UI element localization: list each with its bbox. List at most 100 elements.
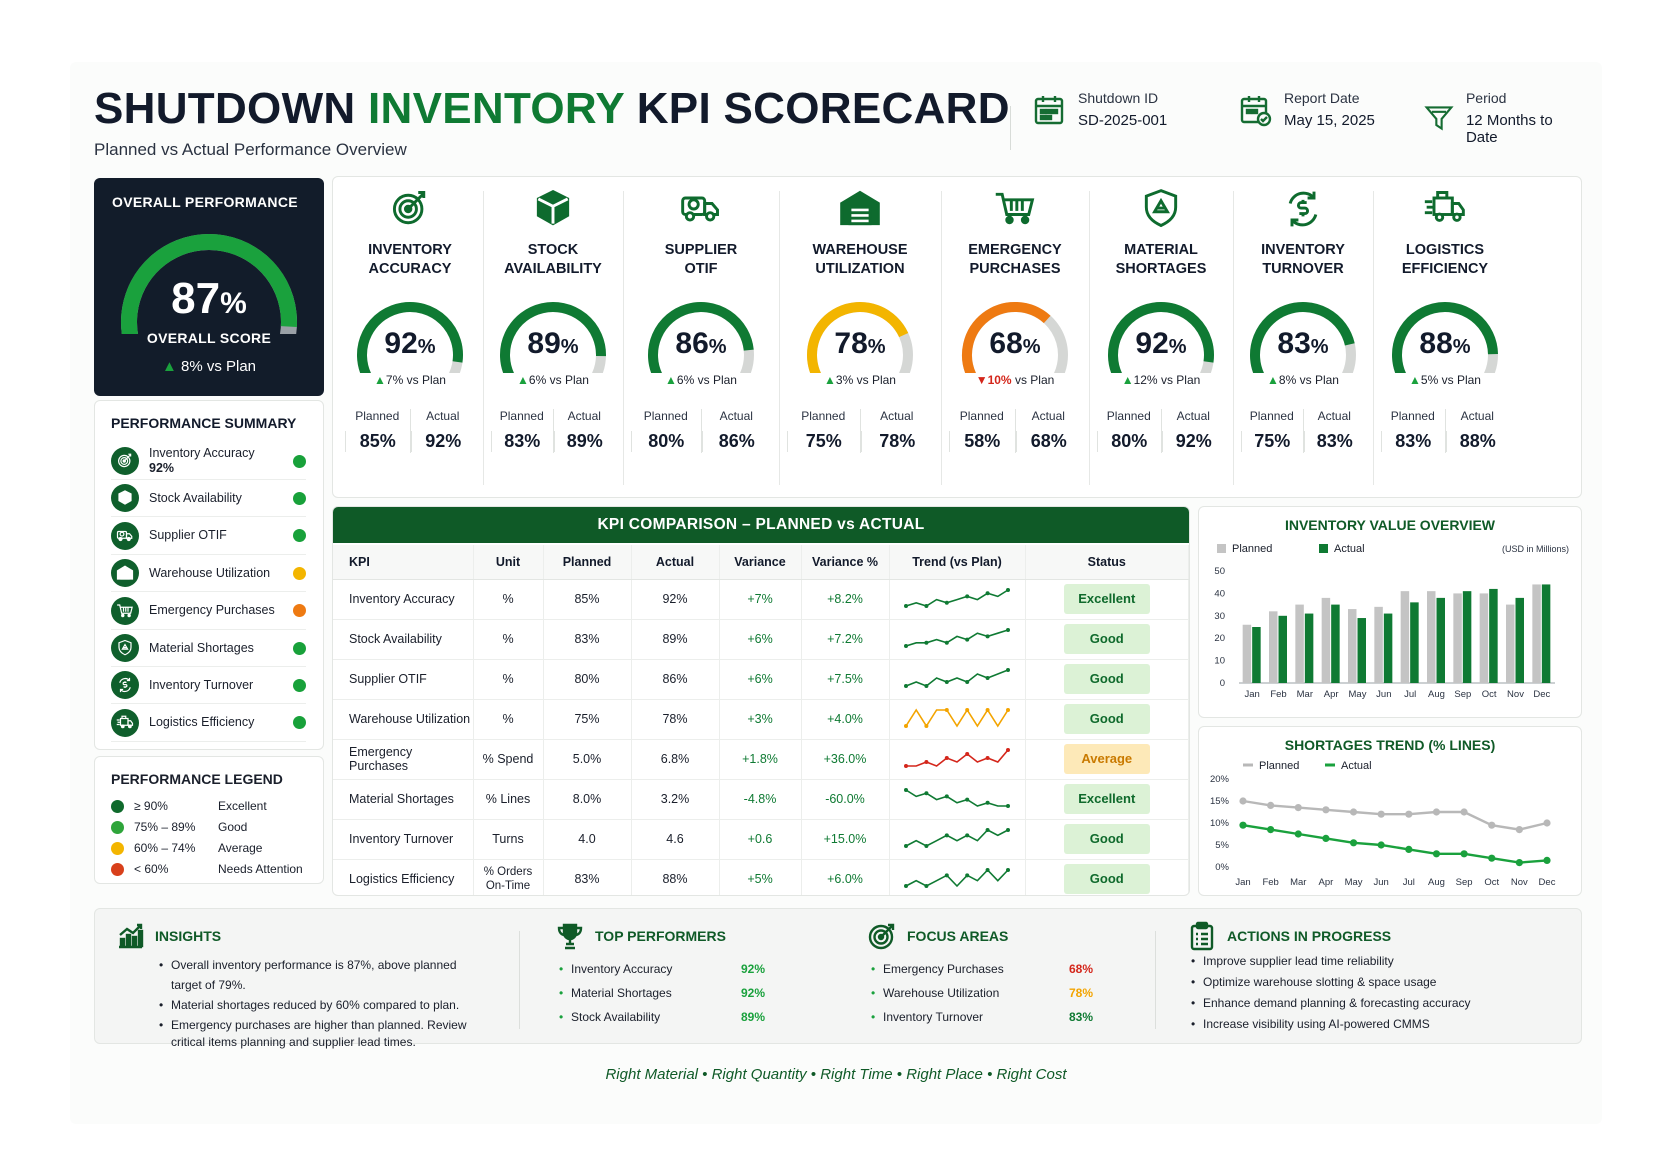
- kpi-vs-plan: ▲3% vs Plan: [779, 373, 941, 387]
- bar-planned: [1348, 609, 1357, 683]
- delivery-icon: [116, 715, 134, 729]
- meta-report-date: Report Date May 15, 2025: [1238, 90, 1375, 129]
- kpi-actual: Actual 92%: [409, 409, 476, 453]
- x-tick-label: Feb: [1270, 689, 1286, 700]
- kpi-vs-plan: ▲6% vs Plan: [483, 373, 623, 387]
- kpi-planned: Planned 80%: [1097, 409, 1161, 453]
- x-tick-label: Jan: [1245, 689, 1260, 700]
- status-dot: [293, 491, 306, 505]
- summary-name: Inventory Accuracy 92%: [149, 446, 293, 476]
- performer-value: 92%: [740, 986, 765, 1000]
- summary-name: Warehouse Utilization: [149, 566, 293, 581]
- column-header: Actual: [631, 545, 720, 580]
- cell-unit: Turns: [473, 819, 544, 860]
- cell-variance: +0.6: [719, 819, 802, 860]
- top-performers-title: TOP PERFORMERS: [595, 928, 726, 944]
- performer-value: 92%: [740, 962, 765, 976]
- box-icon: [536, 189, 570, 226]
- kpi-actual: Actual 88%: [1444, 409, 1510, 453]
- legend-item: 60% – 74% Average: [111, 841, 262, 855]
- kpi-name-line-2: TURNOVER: [1262, 261, 1344, 277]
- cell-planned: 83%: [543, 619, 632, 660]
- bar-actual: [1462, 591, 1472, 683]
- calendar-check-icon: [1240, 95, 1272, 126]
- overall-score-value: 87: [171, 274, 221, 323]
- kpi-actual: Actual 68%: [1014, 409, 1082, 453]
- sparkline-point: [944, 832, 949, 837]
- status-dot: [293, 716, 306, 730]
- status-badge: Good: [1063, 664, 1150, 694]
- cell-unit: %: [473, 579, 544, 620]
- summary-icon-badge: [111, 447, 139, 475]
- point-actual: [1239, 821, 1247, 829]
- cell-variance-pct: +36.0%: [801, 739, 890, 780]
- performer-name: Stock Availability: [571, 1010, 661, 1024]
- actual-label: Actual: [1031, 409, 1065, 423]
- legend-dot: [111, 820, 124, 834]
- legend-range: 60% – 74%: [134, 841, 196, 855]
- filter-icon: [1424, 106, 1454, 131]
- kpi-vs-plan: ▲12% vs Plan: [1089, 373, 1233, 387]
- planned-value: 83%: [1381, 431, 1445, 452]
- kpi-actual: Actual 78%: [859, 409, 934, 453]
- cell-planned: 8.0%: [543, 779, 632, 820]
- cell-planned: 80%: [543, 659, 632, 700]
- sparkline-point: [985, 707, 990, 712]
- actual-label: Actual: [1317, 409, 1351, 423]
- kpi-card-supplier-otif: SUPPLIER OTIF 86% ▲6% vs Plan Planned 80% A…: [623, 177, 779, 499]
- kpi-value-number: 88: [1419, 327, 1453, 360]
- cell-trend: [889, 699, 1026, 740]
- kpi-planned-actual: Planned 80% Actual 86%: [631, 409, 771, 453]
- sparkline-line: [905, 588, 1009, 607]
- kpi-value-number: 68: [989, 327, 1023, 360]
- kpi-card-material-shortages: MATERIAL SHORTAGES 92% ▲12% vs Plan Plann…: [1089, 177, 1233, 499]
- bar-planned: [1374, 606, 1383, 683]
- cell-actual: 6.8%: [631, 739, 720, 780]
- sparkline-point: [985, 590, 990, 595]
- kpi-value: 92%: [1089, 327, 1233, 361]
- overall-title: OVERALL PERFORMANCE: [112, 194, 298, 210]
- sparkline-point: [904, 603, 908, 608]
- cell-actual: 3.2%: [631, 779, 720, 820]
- kpi-name-line-2: PURCHASES: [969, 261, 1061, 277]
- sparkline-point: [985, 867, 990, 872]
- legend-range: ≥ 90%: [134, 799, 168, 813]
- bar-planned: [1321, 597, 1331, 683]
- status-dot: [293, 566, 306, 580]
- bar-planned: [1295, 604, 1304, 683]
- kpi-divider: [1233, 191, 1234, 485]
- x-tick-label: Dec: [1533, 689, 1550, 700]
- planned-value: 83%: [491, 431, 553, 452]
- kpi-name-line-1: MATERIAL: [1124, 242, 1198, 258]
- legend-label-planned: Planned: [1232, 543, 1272, 555]
- kpi-card-stock-availability: STOCK AVAILABILITY 89% ▲6% vs Plan Planne…: [483, 177, 623, 499]
- top-performer-item: Material Shortages 92%: [559, 981, 765, 1005]
- table-header-row: KPI Unit Planned Actual Variance Variance % Tr…: [333, 545, 1189, 580]
- point-actual: [1267, 826, 1275, 834]
- sparkline-point: [965, 797, 970, 802]
- kpi-change: 6%: [676, 373, 695, 387]
- point-planned: [1432, 808, 1441, 816]
- cell-status: Good: [1025, 659, 1189, 700]
- up-arrow-icon: ▲: [1267, 373, 1279, 387]
- inventory-value-chart: INVENTORY VALUE OVERVIEW Planned Actual (U…: [1198, 506, 1582, 718]
- kpi-planned-actual: Planned 83% Actual 89%: [491, 409, 615, 453]
- kpi-name: INVENTORY TURNOVER: [1233, 241, 1373, 279]
- kpi-name-line-1: INVENTORY: [368, 242, 452, 258]
- cell-kpi: Inventory Accuracy: [333, 579, 474, 620]
- kpi-divider: [941, 191, 942, 485]
- kpi-change: 10%: [987, 373, 1012, 387]
- cell-variance: +3%: [719, 699, 802, 740]
- kpi-vs-plan-text: vs Plan: [697, 373, 737, 387]
- sparkline-point: [985, 800, 990, 805]
- planned-label: Planned: [499, 409, 544, 423]
- column-header: KPI: [333, 545, 474, 580]
- point-planned: [1460, 808, 1468, 816]
- status-badge: Good: [1063, 704, 1150, 734]
- legend-dot: [111, 799, 124, 813]
- up-arrow-icon: ▲: [1121, 373, 1134, 387]
- actual-value: 88%: [1445, 431, 1510, 452]
- actual-value: 83%: [1303, 431, 1366, 452]
- summary-label: Material Shortages: [149, 640, 254, 655]
- sparkline-line: [905, 788, 1008, 807]
